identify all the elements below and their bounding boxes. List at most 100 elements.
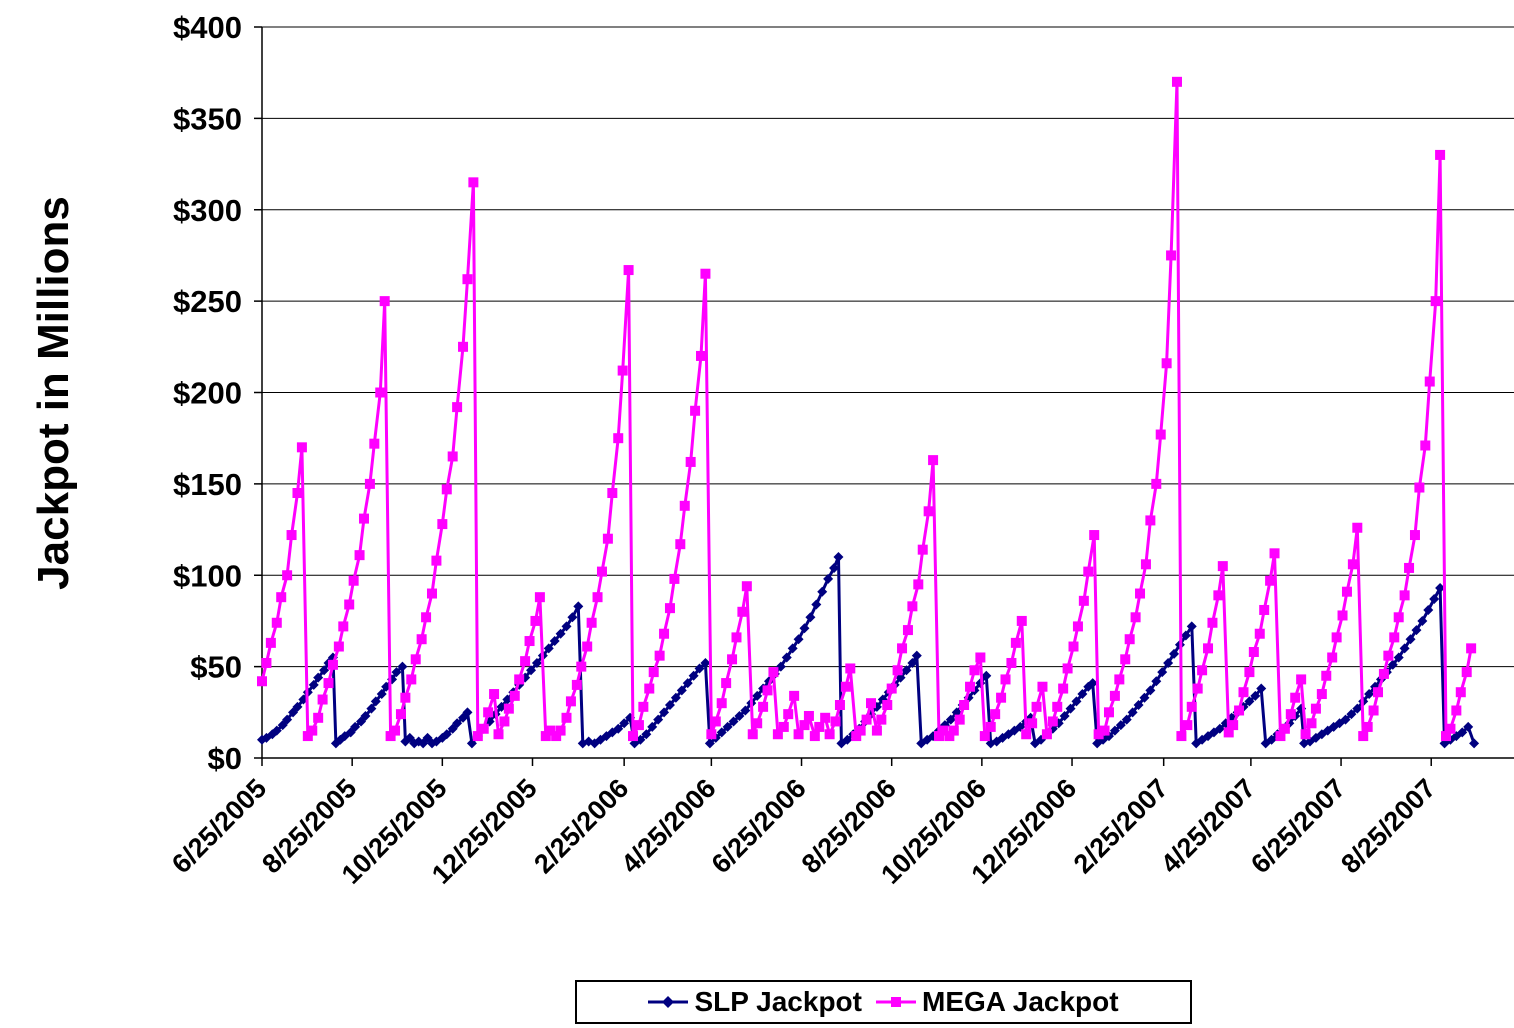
mega-point [731, 632, 742, 643]
mega-point [1083, 566, 1094, 577]
mega-point [540, 731, 551, 742]
mega-point [1047, 716, 1058, 727]
mega-point [907, 601, 918, 612]
mega-point [348, 575, 359, 586]
mega-point [679, 500, 690, 511]
mega-point [1027, 718, 1038, 729]
y-tick-label: $100 [173, 558, 242, 593]
mega-point [1306, 718, 1317, 729]
mega-point [1435, 149, 1446, 160]
chart-legend: SLP Jackpot MEGA Jackpot [575, 980, 1192, 1024]
slp-point [752, 690, 763, 701]
slp-point [1387, 659, 1398, 670]
mega-point [561, 712, 572, 723]
mega-point [913, 579, 924, 590]
mega-point [1275, 731, 1286, 742]
mega-point [1378, 668, 1389, 679]
slp-point [1214, 723, 1225, 734]
slp-point [319, 665, 330, 676]
slp-point [561, 621, 572, 632]
mega-point [948, 725, 959, 736]
mega-point [1455, 687, 1466, 698]
mega-point [286, 530, 297, 541]
mega-point [897, 643, 908, 654]
mega-point [1223, 727, 1234, 738]
mega-point [882, 700, 893, 711]
mega-point [555, 725, 566, 736]
mega-point [1296, 674, 1307, 685]
mega-point [851, 731, 862, 742]
mega-point [644, 683, 655, 694]
mega-point [1041, 729, 1052, 740]
mega-point [965, 681, 976, 692]
mega-point [783, 709, 794, 720]
mega-point [789, 690, 800, 701]
mega-point [1269, 548, 1280, 559]
slp-point [664, 700, 675, 711]
mega-point [1234, 705, 1245, 716]
legend-label-mega: MEGA Jackpot [922, 986, 1119, 1017]
mega-point [1451, 705, 1462, 716]
mega-point [571, 679, 582, 690]
mega-point [1161, 358, 1172, 369]
mega-point [509, 690, 520, 701]
slp-point [1115, 720, 1126, 731]
mega-point [530, 615, 541, 626]
mega-point [358, 513, 369, 524]
mega-point [323, 678, 334, 689]
slp-point [1065, 703, 1076, 714]
slp-point [452, 718, 463, 729]
y-tick-label: $250 [173, 284, 242, 319]
y-tick-label: $350 [173, 101, 242, 136]
mega-point [1120, 654, 1131, 665]
mega-point [338, 621, 349, 632]
series-layer [257, 76, 1480, 749]
mega-point [493, 729, 504, 740]
slp-point [817, 586, 828, 597]
mega-point [271, 617, 282, 628]
mega-point [1114, 674, 1125, 685]
slp-point [1417, 615, 1428, 626]
legend-label-slp: SLP Jackpot [694, 986, 862, 1017]
mega-point [834, 700, 845, 711]
slp-point [360, 710, 371, 721]
mega-point [375, 387, 386, 398]
mega-point [327, 659, 338, 670]
mega-point [1244, 667, 1255, 678]
slp-point [787, 643, 798, 654]
mega-point [1337, 610, 1348, 621]
mega-point [1259, 604, 1270, 615]
slp-point [1109, 725, 1120, 736]
mega-point [344, 599, 355, 610]
mega-point [406, 674, 417, 685]
mega-point [696, 350, 707, 361]
mega-point [617, 365, 628, 376]
mega-point [426, 588, 437, 599]
mega-point [1300, 729, 1311, 740]
slp-point [1169, 648, 1180, 659]
mega-point [1155, 429, 1166, 440]
mega-point [1010, 637, 1021, 648]
slp-point [1186, 621, 1197, 632]
mega-point [1409, 530, 1420, 541]
slp-point [722, 721, 733, 732]
mega-point [1389, 632, 1400, 643]
mega-point [452, 402, 463, 413]
mega-point [1176, 731, 1187, 742]
mega-point [845, 663, 856, 674]
mega-point [809, 731, 820, 742]
slp-point [1399, 643, 1410, 654]
slp-point [350, 721, 361, 732]
mega-point [1089, 530, 1100, 541]
mega-point [1103, 707, 1114, 718]
slp-point [441, 729, 452, 740]
mega-point [582, 641, 593, 652]
slp-point [531, 657, 542, 668]
mega-point [706, 729, 717, 740]
mega-point [814, 721, 825, 732]
mega-point [1217, 561, 1228, 572]
mega-point [1093, 729, 1104, 740]
mega-point [458, 341, 469, 352]
mega-point [1358, 731, 1369, 742]
